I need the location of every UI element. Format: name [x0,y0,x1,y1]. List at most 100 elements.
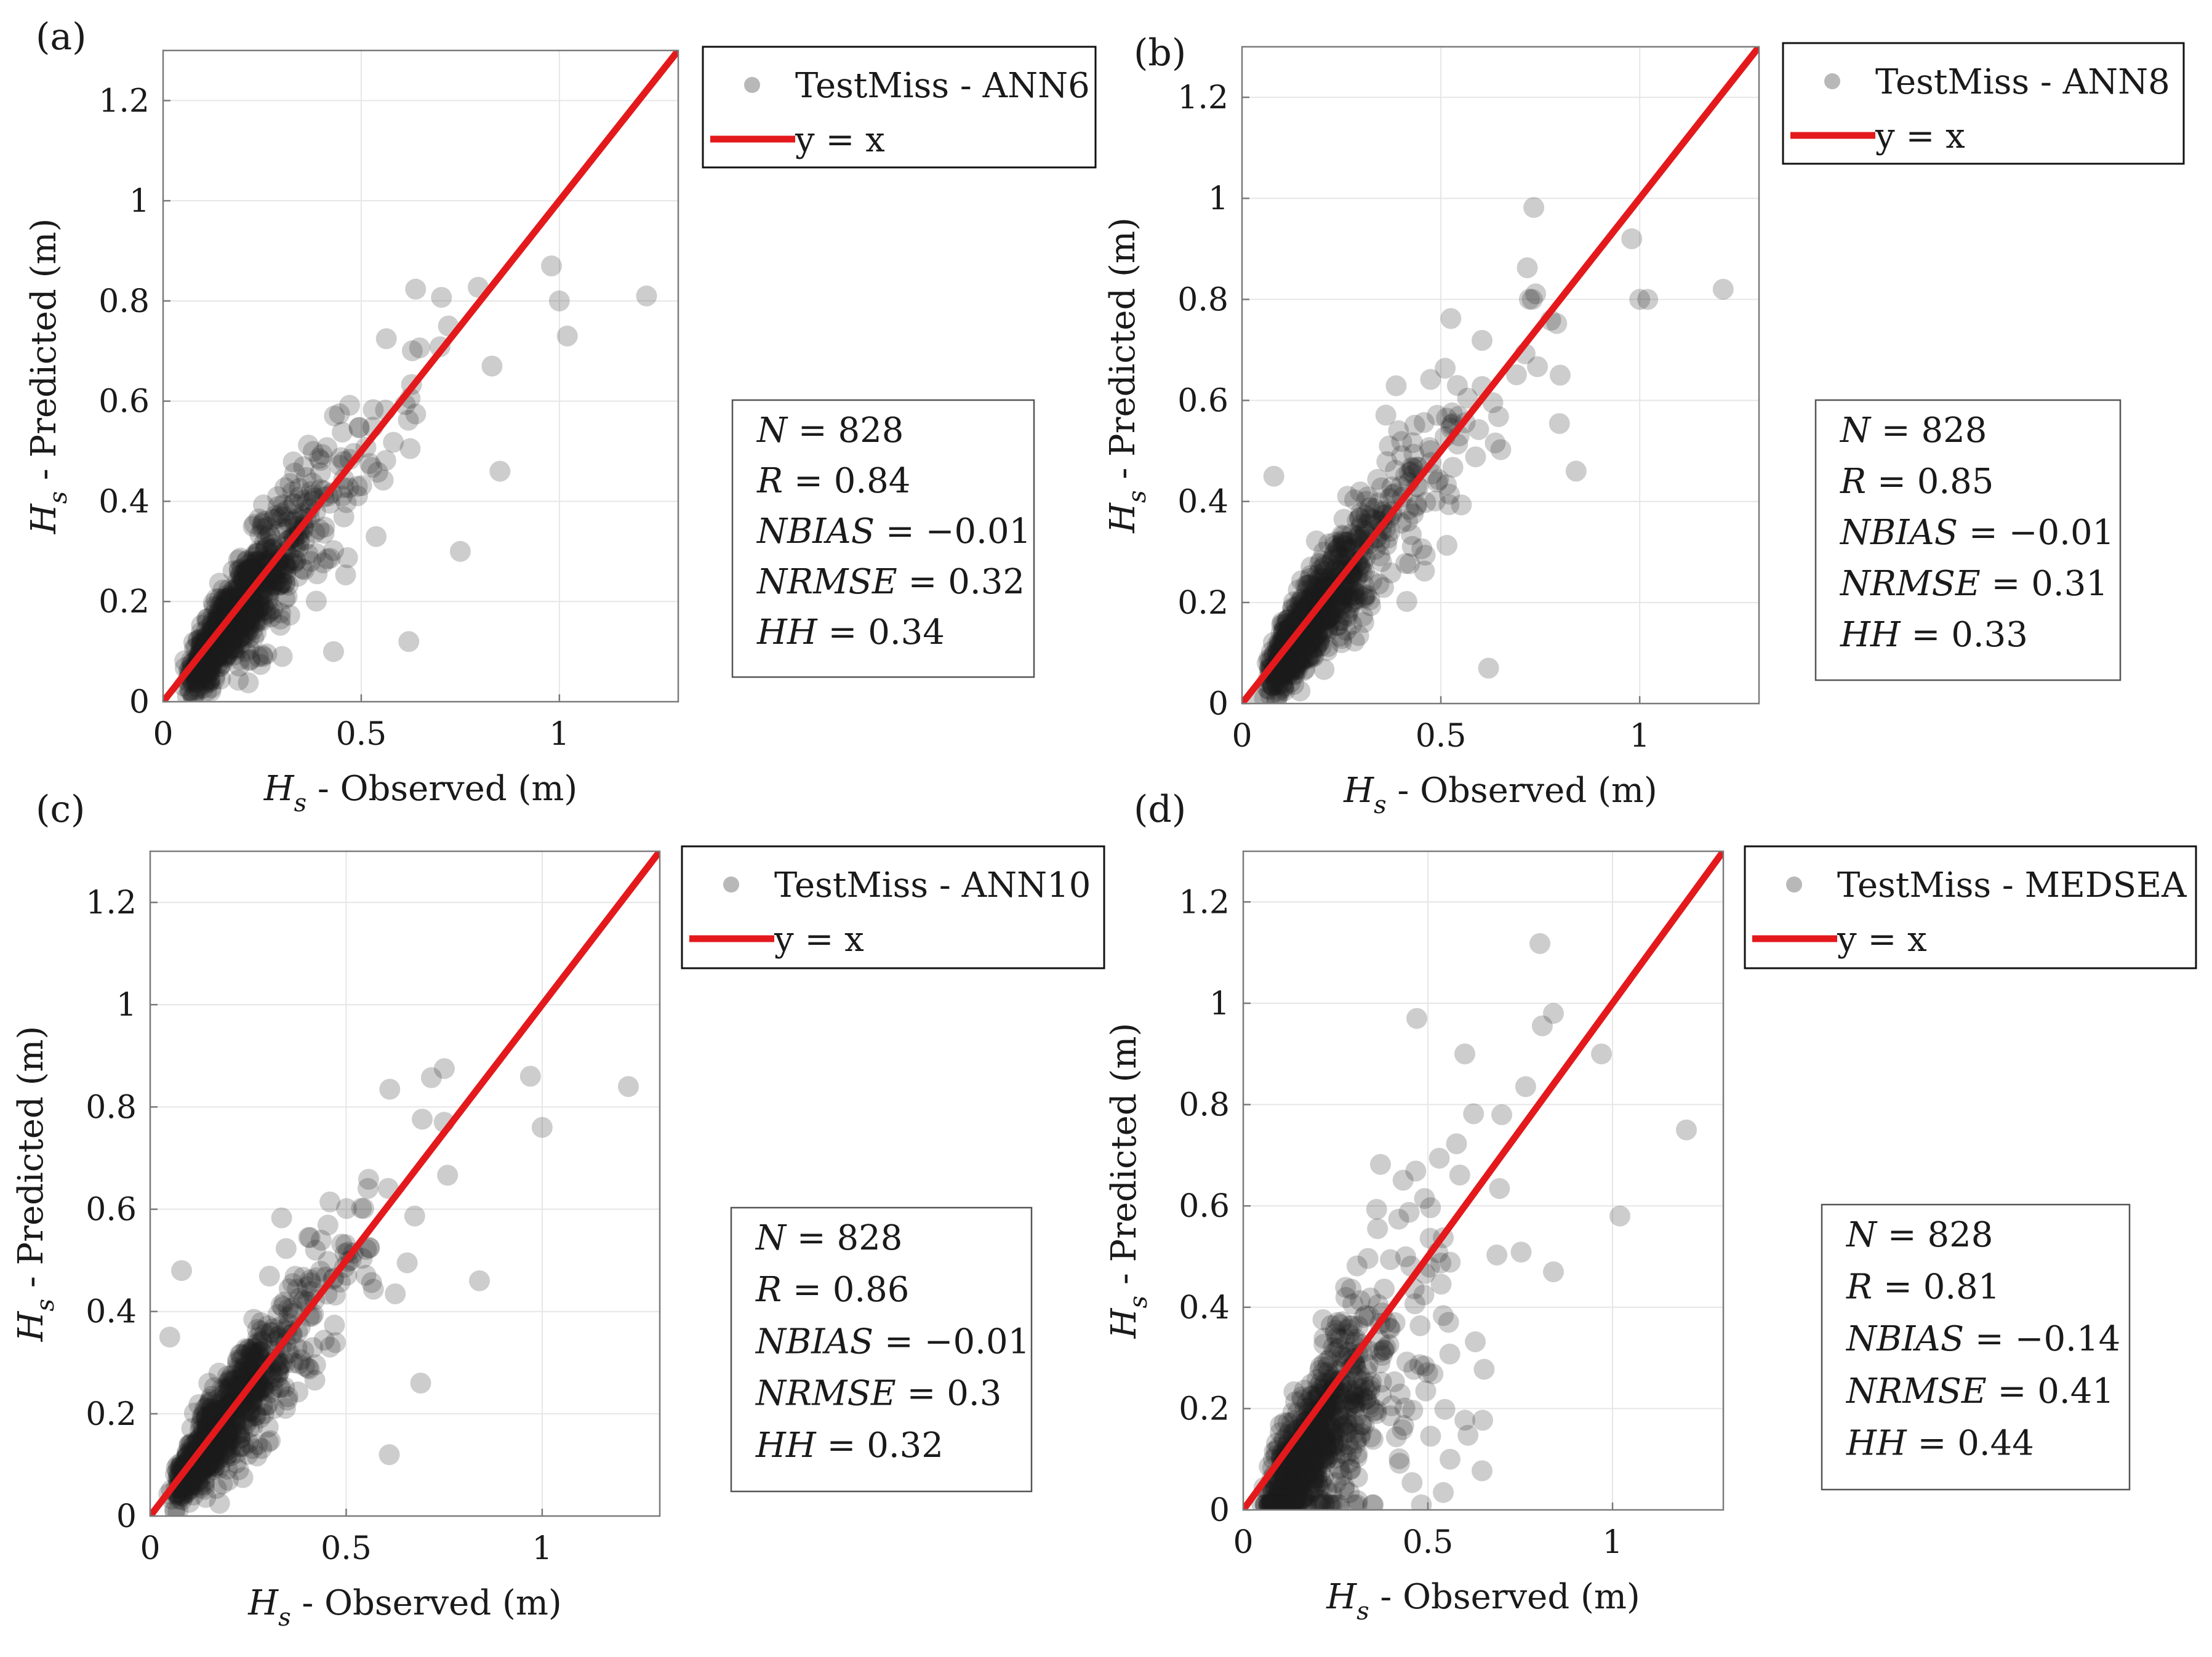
data-point [210,1395,231,1416]
data-point [1340,1389,1361,1411]
data-point [304,1370,326,1391]
data-point [215,646,237,667]
data-point [181,1470,202,1492]
data-point [1306,1468,1328,1490]
data-point [1286,1494,1307,1510]
data-point [1320,1494,1341,1510]
data-point [207,1389,228,1411]
data-point [1299,1482,1321,1504]
data-point [548,290,570,311]
x-tick-label: 0.5 [1403,1524,1454,1561]
data-point [214,635,235,656]
data-point [1325,1391,1347,1413]
data-point [1435,358,1456,379]
data-point [1311,1443,1332,1464]
data-point [1395,553,1416,574]
data-point [1404,1293,1425,1315]
data-point [1299,1444,1321,1466]
data-point [1332,1394,1354,1415]
legend-box [702,46,1097,169]
data-point [351,475,372,496]
data-point [1430,1252,1452,1274]
data-point [234,611,256,633]
data-point [481,355,503,377]
data-point [243,1309,265,1330]
data-point [204,1442,226,1463]
data-point [1287,659,1308,681]
data-point [260,1322,282,1343]
data-point [1296,1449,1318,1470]
data-point [1273,678,1294,699]
data-point [1287,602,1308,624]
data-point [306,1267,327,1288]
data-point [1411,1494,1432,1510]
data-point [223,579,245,601]
data-point [244,1402,266,1423]
data-point [1391,445,1413,467]
data-point [242,1338,263,1360]
data-point [1320,1403,1341,1425]
data-point [222,1418,243,1440]
data-point [172,1483,193,1504]
data-point [1306,627,1328,648]
data-point [193,678,214,699]
data-point [1305,1457,1327,1478]
data-point [240,558,262,580]
data-point [1280,672,1301,693]
data-point [191,1406,213,1427]
data-point [1337,539,1359,561]
data-point [1356,1388,1377,1410]
data-point [1294,635,1315,657]
data-point [276,586,298,608]
data-point [196,1397,217,1418]
data-point [258,580,280,602]
data-point [1288,1476,1309,1498]
data-point [198,1453,219,1475]
data-point [208,601,230,622]
data-point [313,1330,335,1351]
data-point [186,672,207,692]
data-point [1262,1494,1283,1510]
data-point [1344,1392,1365,1413]
data-point [1351,514,1372,535]
data-point [228,560,250,582]
data-point [233,570,254,592]
data-point [229,638,250,659]
data-point [1296,1455,1318,1477]
data-point [1398,1202,1420,1223]
data-point [1413,412,1435,433]
data-point [218,1443,240,1464]
data-point [234,606,255,627]
data-point [178,1476,200,1497]
data-point [1321,549,1343,571]
data-point [237,1410,258,1431]
y-axis-label: Hs - Predicted (m) [24,219,73,535]
data-point [1373,577,1394,598]
data-point [1307,1434,1328,1456]
data-point [1271,1486,1292,1508]
legend-box [1744,845,2197,969]
data-point [1280,650,1301,672]
data-point [1310,1423,1332,1445]
data-point [241,1391,263,1412]
data-point [286,550,307,571]
data-point [636,285,657,307]
data-point [1285,655,1307,676]
data-point [1281,1411,1303,1433]
data-point [1302,1438,1323,1460]
data-point [195,1486,217,1508]
data-point [262,534,283,555]
data-point [241,1341,263,1362]
data-point [1349,524,1370,546]
data-point [228,576,249,597]
data-point [302,1337,324,1358]
data-point [314,516,335,538]
y-tick-label: 0.2 [1179,1390,1230,1427]
data-point [231,625,252,647]
y-tick-label: 0.8 [1179,1087,1230,1124]
data-point [1436,474,1457,495]
data-point [203,595,225,617]
data-point [1269,1494,1291,1510]
data-point [240,1343,262,1365]
data-point [313,552,334,574]
